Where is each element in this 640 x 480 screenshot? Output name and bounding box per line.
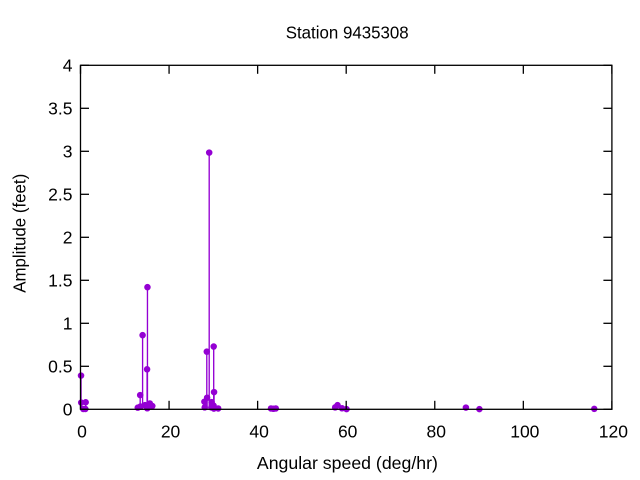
svg-text:0.5: 0.5 bbox=[48, 356, 72, 376]
svg-text:20: 20 bbox=[161, 421, 181, 441]
svg-text:1.5: 1.5 bbox=[48, 270, 72, 290]
svg-text:120: 120 bbox=[599, 421, 628, 441]
svg-text:60: 60 bbox=[338, 421, 358, 441]
svg-text:2.5: 2.5 bbox=[48, 184, 72, 204]
svg-text:100: 100 bbox=[510, 421, 539, 441]
svg-text:Station 9435308: Station 9435308 bbox=[286, 23, 409, 43]
svg-text:Angular speed (deg/hr): Angular speed (deg/hr) bbox=[257, 453, 438, 473]
svg-text:Amplitude (feet): Amplitude (feet) bbox=[10, 174, 30, 293]
svg-text:0: 0 bbox=[77, 421, 87, 441]
svg-text:3.5: 3.5 bbox=[48, 98, 72, 118]
svg-text:1: 1 bbox=[63, 313, 73, 333]
svg-text:4: 4 bbox=[63, 55, 73, 75]
svg-text:3: 3 bbox=[63, 141, 73, 161]
svg-text:80: 80 bbox=[427, 421, 447, 441]
svg-text:40: 40 bbox=[249, 421, 269, 441]
svg-text:2: 2 bbox=[63, 227, 73, 247]
svg-text:0: 0 bbox=[63, 399, 73, 419]
